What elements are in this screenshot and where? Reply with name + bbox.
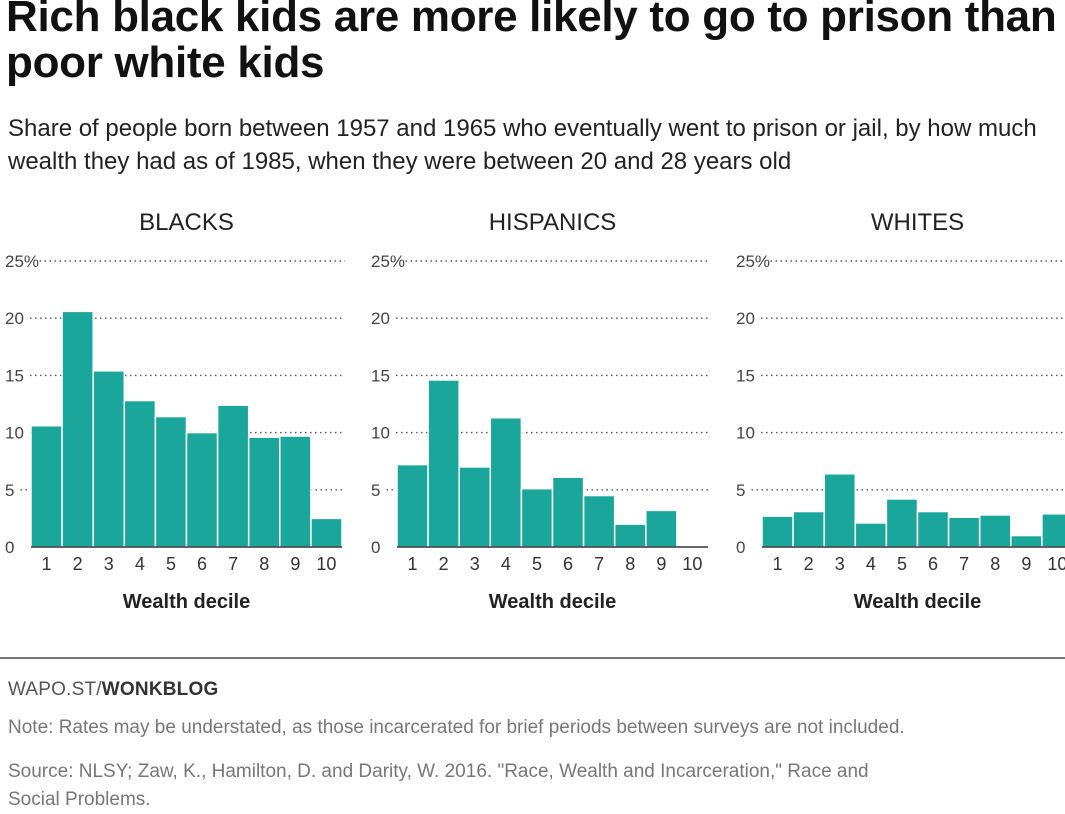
blacks-x-tick-label: 4 bbox=[135, 554, 145, 574]
whites-y-tick-label: 25% bbox=[736, 252, 770, 271]
hispanics-y-tick-label: 25% bbox=[371, 252, 405, 271]
blacks-bar-decile-2 bbox=[61, 310, 94, 548]
blacks-y-tick-label: 5 bbox=[5, 481, 14, 500]
hispanics-x-tick-label: 2 bbox=[439, 554, 449, 574]
whites-x-tick-label: 10 bbox=[1047, 554, 1065, 574]
hispanics-x-tick-label: 9 bbox=[656, 554, 666, 574]
blacks-panel-title: BLACKS bbox=[139, 209, 234, 236]
whites-x-tick-label: 4 bbox=[866, 554, 876, 574]
blacks-bar-decile-9 bbox=[279, 435, 312, 548]
blacks-y-tick-label: 0 bbox=[5, 538, 14, 557]
whites-bar-decile-2 bbox=[792, 510, 825, 548]
hispanics-x-tick-label: 1 bbox=[408, 554, 418, 574]
whites-x-tick-label: 2 bbox=[804, 554, 814, 574]
whites-x-tick-label: 3 bbox=[835, 554, 845, 574]
blacks-bar-decile-3 bbox=[92, 370, 126, 548]
blacks-x-tick-label: 1 bbox=[42, 554, 52, 574]
blacks-x-tick-label: 2 bbox=[73, 554, 83, 574]
hispanics-x-tick-label: 5 bbox=[532, 554, 542, 574]
hispanics-y-tick-label: 10 bbox=[371, 424, 390, 443]
hispanics-bar-decile-5 bbox=[520, 487, 554, 548]
source-note: Source: NLSY; Zaw, K., Hamilton, D. and … bbox=[8, 761, 869, 810]
blacks-x-tick-label: 9 bbox=[290, 554, 300, 574]
blacks-y-tick-label: 15 bbox=[5, 366, 24, 385]
blacks-y-tick-label: 10 bbox=[5, 424, 24, 443]
hispanics-panel-title: HISPANICS bbox=[489, 209, 617, 236]
hispanics-bar-decile-6 bbox=[551, 476, 585, 548]
whites-y-tick-label: 0 bbox=[736, 538, 745, 557]
whites-x-tick-label: 1 bbox=[773, 554, 783, 574]
whites-bar-decile-5 bbox=[885, 498, 919, 548]
whites-x-tick-label: 9 bbox=[1021, 554, 1031, 574]
hispanics-x-tick-label: 7 bbox=[594, 554, 604, 574]
blacks-bar-decile-5 bbox=[154, 415, 188, 548]
blacks-x-tick-label: 7 bbox=[228, 554, 238, 574]
hispanics-bar-decile-4 bbox=[489, 416, 523, 548]
hispanics-x-tick-label: 3 bbox=[470, 554, 480, 574]
whites-bar-decile-9 bbox=[1010, 534, 1043, 548]
footer-divider bbox=[0, 657, 1065, 659]
hispanics-x-tick-label: 10 bbox=[682, 554, 702, 574]
whites-bar-decile-8 bbox=[978, 514, 1012, 548]
whites-bar-decile-7 bbox=[947, 516, 981, 548]
hispanics-bar-decile-7 bbox=[582, 494, 616, 548]
whites-y-tick-label: 20 bbox=[736, 309, 755, 328]
blacks-y-tick-label: 25% bbox=[5, 252, 39, 271]
credit-brand: WONKBLOG bbox=[101, 679, 219, 700]
blacks-bar-decile-10 bbox=[310, 517, 343, 548]
whites-x-tick-label: 6 bbox=[928, 554, 938, 574]
blacks-bar-decile-8 bbox=[247, 436, 281, 548]
blacks-x-axis-label: Wealth decile bbox=[123, 591, 250, 613]
whites-bar-decile-4 bbox=[854, 522, 888, 548]
blacks-x-tick-label: 5 bbox=[166, 554, 176, 574]
whites-bar-decile-1 bbox=[761, 515, 794, 548]
hispanics-bar-decile-1 bbox=[396, 463, 429, 548]
hispanics-bar-decile-8 bbox=[613, 523, 647, 548]
blacks-y-tick-label: 20 bbox=[5, 309, 24, 328]
credit-line: WAPO.ST/WONKBLOG bbox=[8, 679, 218, 701]
chart-subtitle: Share of people born between 1957 and 19… bbox=[8, 115, 1037, 175]
credit-prefix: WAPO.ST/ bbox=[8, 679, 102, 700]
whites-y-tick-label: 5 bbox=[736, 481, 745, 500]
whites-panel-title: WHITES bbox=[871, 209, 964, 236]
blacks-x-tick-label: 3 bbox=[104, 554, 114, 574]
hispanics-bar-decile-2 bbox=[427, 379, 460, 548]
whites-x-tick-label: 8 bbox=[990, 554, 1000, 574]
hispanics-x-axis-label: Wealth decile bbox=[489, 591, 616, 613]
whites-x-axis-label: Wealth decile bbox=[854, 591, 981, 613]
hispanics-bar-decile-9 bbox=[645, 509, 678, 548]
blacks-bar-decile-7 bbox=[216, 404, 250, 548]
chart-title: Rich black kids are more likely to go to… bbox=[6, 0, 1057, 87]
hispanics-y-tick-label: 20 bbox=[371, 309, 390, 328]
whites-y-tick-label: 10 bbox=[736, 424, 755, 443]
whites-x-tick-label: 7 bbox=[959, 554, 969, 574]
whites-x-tick-label: 5 bbox=[897, 554, 907, 574]
whites-bar-decile-10 bbox=[1041, 513, 1065, 548]
blacks-bar-decile-4 bbox=[123, 399, 157, 548]
hispanics-y-tick-label: 15 bbox=[371, 366, 390, 385]
whites-bar-decile-6 bbox=[916, 510, 950, 548]
blacks-x-tick-label: 10 bbox=[316, 554, 336, 574]
blacks-x-tick-label: 8 bbox=[259, 554, 269, 574]
hispanics-x-tick-label: 6 bbox=[563, 554, 573, 574]
hispanics-y-tick-label: 5 bbox=[371, 481, 380, 500]
whites-y-tick-label: 15 bbox=[736, 366, 755, 385]
hispanics-x-tick-label: 4 bbox=[501, 554, 511, 574]
footnote: Note: Rates may be understated, as those… bbox=[8, 717, 905, 738]
whites-bar-decile-3 bbox=[823, 473, 857, 548]
hispanics-bar-decile-3 bbox=[458, 466, 492, 548]
blacks-bar-decile-6 bbox=[185, 431, 219, 548]
blacks-x-tick-label: 6 bbox=[197, 554, 207, 574]
hispanics-y-tick-label: 0 bbox=[371, 538, 380, 557]
blacks-bar-decile-1 bbox=[30, 424, 63, 548]
hispanics-x-tick-label: 8 bbox=[625, 554, 635, 574]
